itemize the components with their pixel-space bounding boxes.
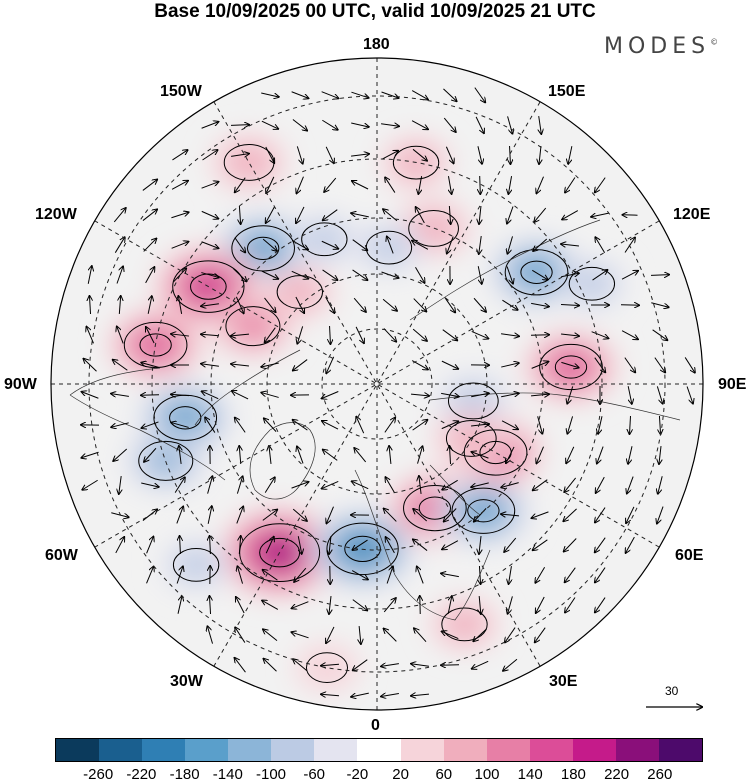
label-150e: 150E xyxy=(548,83,585,101)
colorbar-tick-label: -60 xyxy=(303,766,325,783)
label-60e: 60E xyxy=(675,547,703,565)
anomaly-blob xyxy=(175,549,217,580)
label-30w: 30W xyxy=(170,673,203,691)
colorbar-swatch xyxy=(99,739,142,761)
colorbar-swatch xyxy=(530,739,573,761)
wind-vector xyxy=(141,395,159,396)
anomaly-blob xyxy=(347,538,378,561)
colorbar-swatch xyxy=(357,739,400,761)
colorbar-tick-label: -140 xyxy=(213,766,243,783)
label-90e: 90E xyxy=(718,376,746,394)
anomaly-blob xyxy=(368,232,410,263)
label-90w: 90W xyxy=(4,376,37,394)
colorbar-swatch xyxy=(56,739,99,761)
colorbar-swatch xyxy=(185,739,228,761)
colorbar-tick-label: 220 xyxy=(604,766,629,783)
anomaly-blob xyxy=(279,277,321,308)
label-120w: 120W xyxy=(35,206,77,224)
anomaly-blob xyxy=(520,260,553,284)
label-60w: 60W xyxy=(45,547,78,565)
wind-vector xyxy=(621,305,639,306)
colorbar-swatch xyxy=(616,739,659,761)
colorbar xyxy=(55,738,703,762)
colorbar-tick-label: -100 xyxy=(256,766,286,783)
colorbar-swatch xyxy=(228,739,271,761)
wind-vector xyxy=(480,176,481,194)
label-0: 0 xyxy=(371,717,380,735)
colorbar-swatch xyxy=(271,739,314,761)
colorbar-tick-label: 60 xyxy=(435,766,452,783)
colorbar-swatch xyxy=(314,739,357,761)
colorbar-tick-label: -180 xyxy=(170,766,200,783)
map-background xyxy=(40,50,720,730)
colorbar-swatch xyxy=(659,739,702,761)
label-150w: 150W xyxy=(160,83,202,101)
anomaly-blob xyxy=(303,224,345,255)
colorbar-ticks: -260 -220 -180 -140 -100 -60 -20 20 60 100 140 180 2… xyxy=(0,766,750,784)
colorbar-swatch xyxy=(573,739,616,761)
colorbar-tick-label: 140 xyxy=(518,766,543,783)
colorbar-swatch xyxy=(401,739,444,761)
label-30e: 30E xyxy=(549,673,577,691)
anomaly-blob xyxy=(296,645,358,691)
colorbar-tick-label: -260 xyxy=(83,766,113,783)
colorbar-tick-label: -20 xyxy=(347,766,369,783)
wind-vector xyxy=(231,125,249,126)
colorbar-swatch xyxy=(142,739,185,761)
colorbar-tick-label: 260 xyxy=(647,766,672,783)
wind-vector xyxy=(531,335,549,336)
colorbar-tick-label: -220 xyxy=(126,766,156,783)
colorbar-swatch xyxy=(444,739,487,761)
colorbar-tick-label: 20 xyxy=(392,766,409,783)
label-120e: 120E xyxy=(673,206,710,224)
anomaly-blob xyxy=(555,355,588,379)
colorbar-tick-label: 180 xyxy=(561,766,586,783)
label-180: 180 xyxy=(363,36,390,54)
colorbar-swatch xyxy=(487,739,530,761)
anomaly-blob xyxy=(226,145,272,179)
anomaly-blob xyxy=(571,268,613,299)
reference-vector-label: 30 xyxy=(665,684,678,698)
colorbar-tick-label: 100 xyxy=(474,766,499,783)
